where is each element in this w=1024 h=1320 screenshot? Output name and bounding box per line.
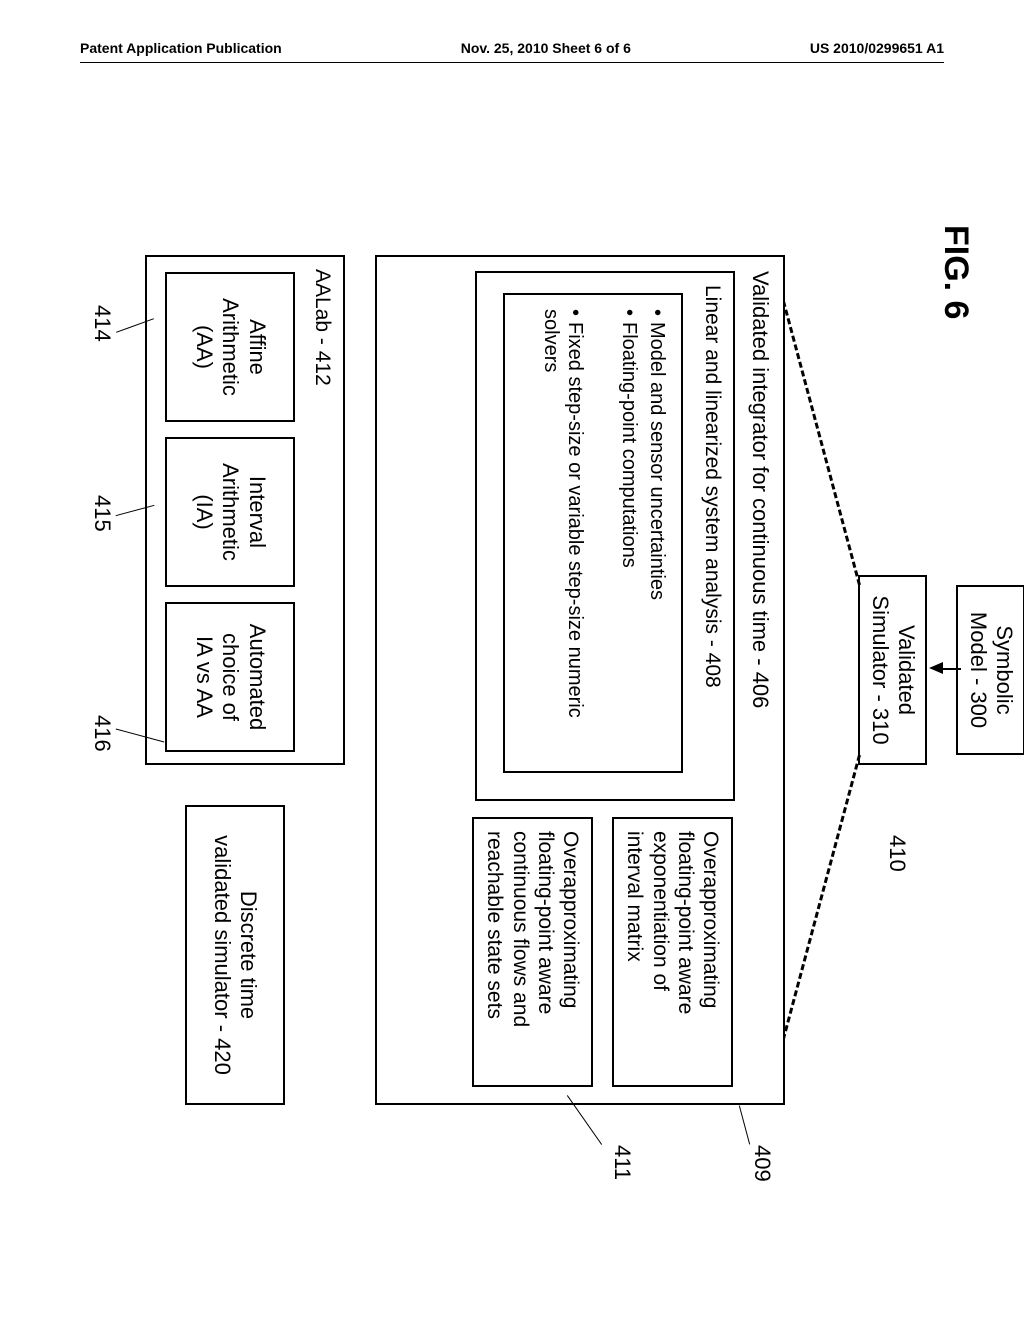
discrete-box: Discrete timevalidated simulator - 420 (185, 805, 285, 1105)
affine-box: AffineArithmetic(AA) (165, 272, 295, 422)
validated-simulator-box: ValidatedSimulator - 310 (858, 575, 927, 765)
figure-6-diagram: FIG. 6 SymbolicModel - 300 ValidatedSimu… (35, 275, 965, 1015)
dashed-left (773, 266, 861, 586)
bullet-1: Model and sensor uncertainties (645, 309, 669, 757)
overapprox2-text: Overapproximatingfloating-point awarecon… (483, 831, 582, 1027)
ref-410: 410 (884, 835, 910, 872)
leader-409 (739, 1106, 750, 1145)
arrow-line (941, 668, 961, 670)
bullets-list: Model and sensor uncertainties Floating-… (617, 309, 669, 757)
validated-simulator-text: ValidatedSimulator - 310 (868, 595, 919, 744)
ref-416: 416 (89, 715, 115, 752)
interval-box: IntervalArithmetic(IA) (165, 437, 295, 587)
linear-analysis-box: Linear and linearized system analysis - … (475, 271, 735, 801)
overapprox1-text: Overapproximatingfloating-point awareexp… (623, 831, 722, 1014)
bullets-box: Model and sensor uncertainties Floating-… (503, 293, 683, 773)
arrow-head-icon (929, 662, 943, 674)
page-header: Patent Application Publication Nov. 25, … (0, 40, 1024, 56)
ref-411: 411 (609, 1145, 635, 1180)
aalab-title: AALab - 412 (310, 269, 335, 751)
figure-label: FIG. 6 (936, 225, 975, 319)
symbolic-model-text: SymbolicModel - 300 (966, 612, 1017, 728)
automated-box: Automatedchoice ofIA vs AA (165, 602, 295, 752)
symbolic-model-box: SymbolicModel - 300 (956, 585, 1024, 755)
ref-409: 409 (749, 1145, 775, 1182)
integrator-container: Validated integrator for continuous time… (375, 255, 785, 1105)
overapprox1-box: Overapproximatingfloating-point awareexp… (612, 817, 733, 1087)
linear-analysis-title: Linear and linearized system analysis - … (699, 285, 724, 787)
overapprox2-box: Overapproximatingfloating-point awarecon… (472, 817, 593, 1087)
header-left: Patent Application Publication (80, 40, 282, 56)
integrator-title: Validated integrator for continuous time… (747, 271, 773, 1089)
automated-text: Automatedchoice ofIA vs AA (190, 624, 269, 730)
bullet-3: Fixed step-size or variable step-size nu… (540, 309, 586, 718)
header-rule (80, 62, 944, 63)
bullet-3-line: •Fixed step-size or variable step-size n… (539, 309, 587, 757)
interval-text: IntervalArithmetic(IA) (190, 463, 269, 561)
ref-414: 414 (89, 305, 115, 342)
ref-415: 415 (89, 495, 115, 532)
bullet-2: Floating-point computations (617, 309, 641, 757)
header-right: US 2010/0299651 A1 (810, 40, 944, 56)
discrete-text: Discrete timevalidated simulator - 420 (209, 835, 262, 1075)
aalab-container: AALab - 412 AffineArithmetic(AA) Interva… (145, 255, 345, 765)
affine-text: AffineArithmetic(AA) (190, 298, 269, 396)
header-center: Nov. 25, 2010 Sheet 6 of 6 (461, 40, 631, 56)
